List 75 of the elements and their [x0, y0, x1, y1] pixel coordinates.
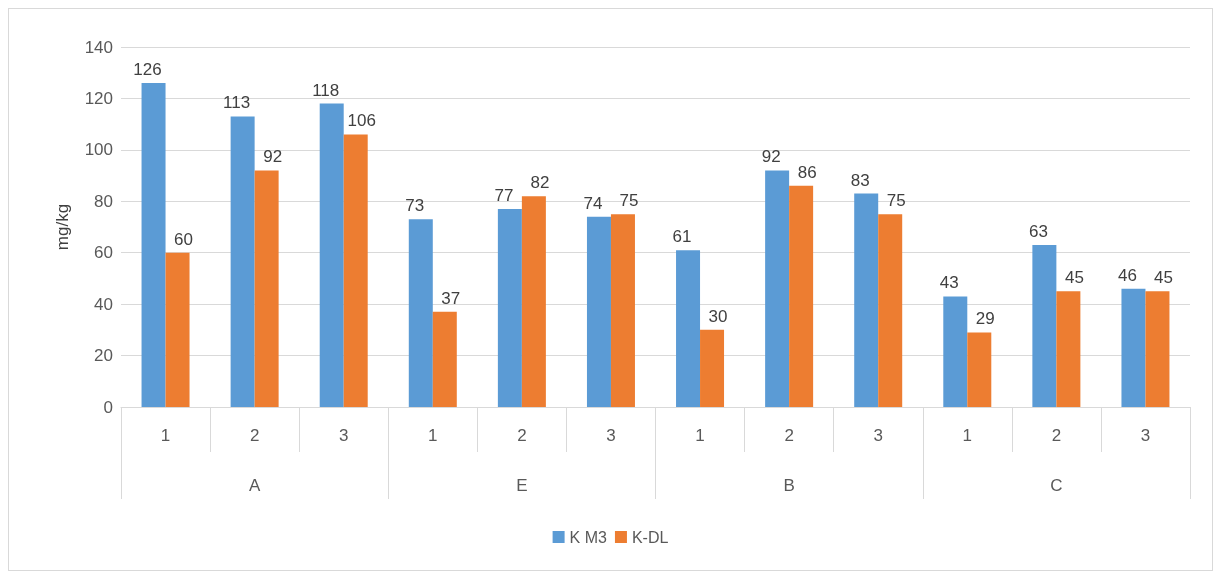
y-tick-label: 40 [94, 294, 113, 314]
data-label: 83 [850, 170, 870, 190]
bar [700, 329, 725, 407]
bar [319, 103, 344, 407]
bar [141, 83, 166, 407]
x-tick-label: 1 [695, 426, 705, 445]
bar [1145, 291, 1170, 407]
data-label: 30 [708, 306, 728, 326]
bar [943, 296, 968, 407]
data-label: 75 [886, 191, 906, 211]
bar [165, 252, 190, 407]
bar [254, 170, 279, 407]
text: B [783, 476, 795, 495]
data-label: 77 [494, 186, 514, 205]
data-label: 82 [530, 173, 550, 193]
data-label: 60 [174, 229, 193, 249]
data-label: 73 [405, 196, 425, 216]
x-tick-label: 3 [873, 426, 883, 445]
bar [967, 332, 992, 407]
data-label: 126 [133, 60, 162, 79]
data-label: 45 [1154, 268, 1173, 288]
bar [765, 170, 790, 407]
x-tick-label: 2 [784, 426, 794, 445]
legend-label: K M3 [569, 528, 608, 546]
y-tick-label: 80 [94, 191, 113, 211]
y-tick-label: 120 [84, 88, 113, 108]
data-label: 46 [1118, 265, 1137, 285]
data-label: 37 [441, 288, 461, 308]
bar [1056, 291, 1081, 407]
bar [497, 209, 522, 407]
bar [408, 219, 433, 407]
text: A [248, 476, 261, 495]
x-tick-label: 2 [249, 426, 260, 445]
data-label: 92 [761, 147, 781, 167]
bar [676, 250, 701, 407]
text: E [516, 476, 528, 495]
y-tick-label: 60 [94, 243, 113, 263]
y-tick-label: 100 [84, 140, 113, 160]
y-axis-title: mg/kg [53, 203, 72, 251]
data-label: 113 [223, 93, 251, 113]
bar [610, 214, 635, 407]
y-tick-label: 0 [103, 397, 113, 417]
x-tick-label: 1 [962, 426, 973, 445]
data-label: 29 [975, 309, 995, 329]
x-tick-label: 1 [160, 426, 171, 445]
legend-label: K-DL [631, 528, 669, 546]
x-tick-label: 3 [338, 426, 349, 445]
y-tick-label: 20 [94, 346, 113, 366]
y-tick-label: 140 [84, 37, 113, 57]
x-tick-label: 1 [428, 426, 438, 445]
data-label: 106 [347, 111, 376, 131]
x-tick-label: 2 [1051, 426, 1062, 445]
bar [521, 196, 546, 407]
bar [789, 185, 814, 407]
bar [1121, 288, 1146, 407]
bar [230, 116, 255, 407]
bar [432, 311, 457, 407]
bar [343, 134, 368, 407]
data-label: 75 [619, 191, 639, 211]
bar [854, 193, 879, 407]
data-label: 74 [583, 193, 603, 213]
bar [878, 214, 903, 407]
data-label: 61 [672, 227, 692, 247]
x-tick-label: 3 [1140, 426, 1151, 445]
data-label: 43 [939, 273, 959, 293]
x-tick-label: 3 [606, 426, 616, 445]
bar [1032, 245, 1057, 407]
data-label: 92 [263, 147, 283, 167]
text: C [1050, 476, 1063, 495]
data-label: 63 [1028, 222, 1048, 241]
data-label: 45 [1064, 268, 1084, 288]
x-tick-label: 2 [517, 426, 527, 445]
bar [586, 216, 611, 407]
data-label: 118 [312, 80, 340, 100]
data-label: 86 [797, 162, 817, 182]
